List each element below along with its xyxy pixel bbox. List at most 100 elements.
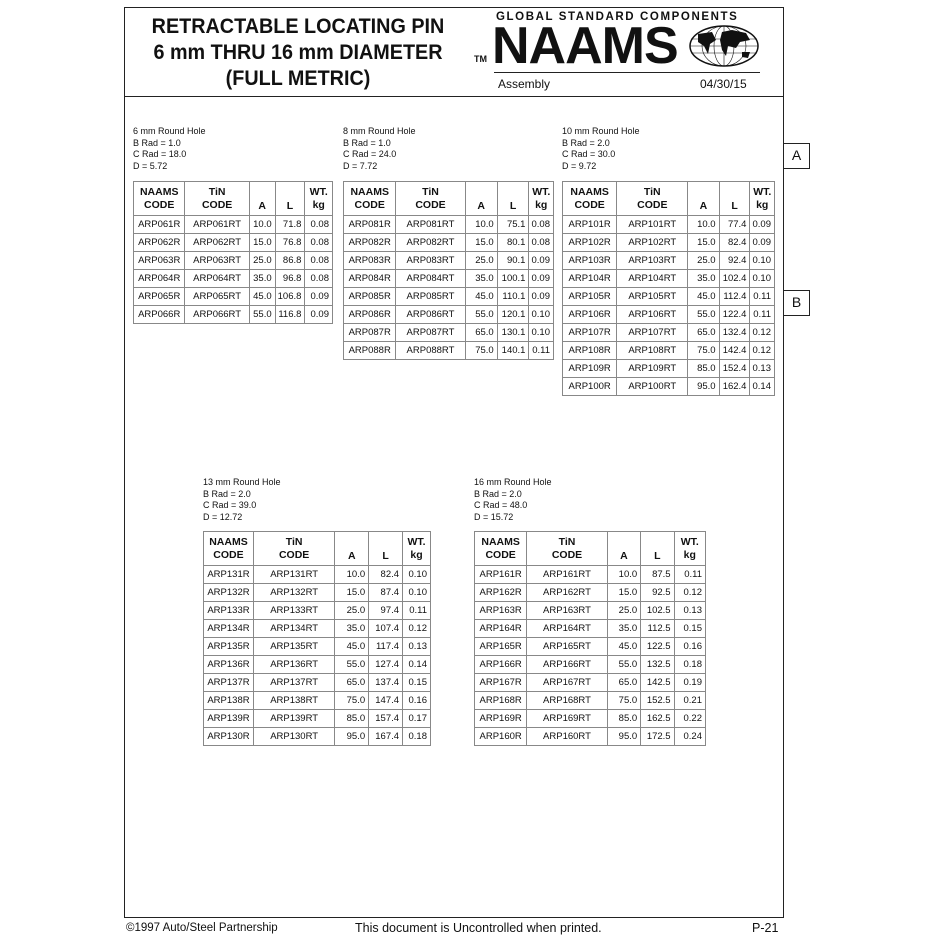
header-text: kg xyxy=(535,198,548,211)
brand-logo: NAAMS xyxy=(492,17,679,75)
table-row: ARP100R ARP100RT 95.0 162.4 0.14 xyxy=(561,377,775,396)
naams-code: ARP105R xyxy=(561,287,618,306)
l-value: 90.1 xyxy=(496,251,530,270)
spec-line: C Rad = 30.0 xyxy=(562,149,616,159)
table-header: NAAMS CODE TiN CODE A L WT. kg xyxy=(342,181,554,216)
column-header-naams: NAAMS CODE xyxy=(203,531,254,566)
spec-line: C Rad = 39.0 xyxy=(203,500,257,510)
header-text: A xyxy=(347,550,356,562)
column-header-tin: TiN CODE xyxy=(395,181,466,216)
tin-code: ARP105RT xyxy=(616,287,689,306)
naams-code: ARP162R xyxy=(473,583,528,602)
spec-line: D = 7.72 xyxy=(343,160,378,171)
trademark: TM xyxy=(474,54,487,64)
table-row: ARP169R ARP169RT 85.0 162.5 0.22 xyxy=(473,709,707,728)
tin-code: ARP082RT xyxy=(395,233,466,252)
weight: 0.09 xyxy=(304,305,333,324)
weight: 0.12 xyxy=(673,583,707,602)
table-row: ARP085R ARP085RT 45.0 110.1 0.09 xyxy=(342,287,554,306)
l-value: 92.5 xyxy=(640,583,675,602)
tin-code: ARP134RT xyxy=(252,619,336,638)
weight: 0.09 xyxy=(304,287,333,306)
l-value: 137.4 xyxy=(368,673,404,692)
weight: 0.18 xyxy=(402,727,431,746)
l-value: 172.5 xyxy=(640,727,675,746)
header-text: kg xyxy=(756,198,769,211)
header-text: L xyxy=(382,550,389,562)
weight: 0.09 xyxy=(749,215,775,234)
table-row: ARP066R ARP066RT 55.0 116.8 0.09 xyxy=(132,305,333,324)
weight: 0.12 xyxy=(749,341,775,360)
header-text: WT. xyxy=(680,535,699,548)
a-value: 55.0 xyxy=(334,655,370,674)
naams-code: ARP061R xyxy=(132,215,186,234)
tin-code: ARP135RT xyxy=(252,637,336,656)
a-value: 75.0 xyxy=(687,341,720,360)
tin-code: ARP167RT xyxy=(526,673,608,692)
a-value: 55.0 xyxy=(248,305,276,324)
a-value: 95.0 xyxy=(334,727,370,746)
column-header-a: A xyxy=(464,181,498,216)
pin-table: NAAMS CODE TiN CODE A L WT. kg ARP061R ARP061RT 10… xyxy=(132,181,333,324)
naams-code: ARP082R xyxy=(342,233,397,252)
a-value: 75.0 xyxy=(464,341,498,360)
naams-code: ARP106R xyxy=(561,305,618,324)
column-header-tin: TiN CODE xyxy=(616,181,689,216)
column-header-naams: NAAMS CODE xyxy=(342,181,397,216)
header-text: NAAMS xyxy=(481,535,520,548)
tin-code: ARP163RT xyxy=(526,601,608,620)
tin-code: ARP087RT xyxy=(395,323,466,342)
table-row: ARP165R ARP165RT 45.0 122.5 0.16 xyxy=(473,637,707,656)
tin-code: ARP107RT xyxy=(616,323,689,342)
table-row: ARP082R ARP082RT 15.0 80.1 0.08 xyxy=(342,233,554,252)
hole-spec: 16 mm Round Hole B Rad = 2.0 C Rad = 48.0 D… xyxy=(474,477,552,523)
a-value: 25.0 xyxy=(334,601,370,620)
weight: 0.11 xyxy=(402,601,431,620)
weight: 0.10 xyxy=(528,323,554,342)
tin-code: ARP108RT xyxy=(616,341,689,360)
table-row: ARP104R ARP104RT 35.0 102.4 0.10 xyxy=(561,269,775,288)
naams-code: ARP160R xyxy=(473,727,528,746)
a-value: 55.0 xyxy=(687,305,720,324)
page-title: RETRACTABLE LOCATING PIN 6 mm THRU 16 mm… xyxy=(140,13,456,91)
table-row: ARP109R ARP109RT 85.0 152.4 0.13 xyxy=(561,359,775,378)
a-value: 45.0 xyxy=(687,287,720,306)
table-row: ARP105R ARP105RT 45.0 112.4 0.11 xyxy=(561,287,775,306)
naams-code: ARP063R xyxy=(132,251,186,270)
spec-line: 13 mm Round Hole xyxy=(203,477,281,487)
header-text: TiN xyxy=(208,185,226,198)
l-value: 127.4 xyxy=(368,655,404,674)
table-row: ARP081R ARP081RT 10.0 75.1 0.08 xyxy=(342,215,554,234)
table-row: ARP088R ARP088RT 75.0 140.1 0.11 xyxy=(342,341,554,360)
l-value: 110.1 xyxy=(496,287,530,306)
weight: 0.24 xyxy=(673,727,707,746)
table-row: ARP133R ARP133RT 25.0 97.4 0.11 xyxy=(203,601,431,620)
header-text: NAAMS xyxy=(139,185,179,198)
l-value: 75.1 xyxy=(496,215,530,234)
column-header-a: A xyxy=(248,181,276,216)
tin-code: ARP104RT xyxy=(616,269,689,288)
a-value: 45.0 xyxy=(334,637,370,656)
a-value: 15.0 xyxy=(687,233,720,252)
tin-code: ARP164RT xyxy=(526,619,608,638)
table-row: ARP131R ARP131RT 10.0 82.4 0.10 xyxy=(203,565,431,584)
header-text: CODE xyxy=(213,548,244,561)
tin-code: ARP061RT xyxy=(184,215,250,234)
l-value: 152.5 xyxy=(640,691,675,710)
naams-code: ARP064R xyxy=(132,269,186,288)
table-row: ARP161R ARP161RT 10.0 87.5 0.11 xyxy=(473,565,707,584)
weight: 0.19 xyxy=(673,673,707,692)
a-value: 65.0 xyxy=(334,673,370,692)
header-text: CODE xyxy=(485,548,516,561)
naams-code: ARP104R xyxy=(561,269,618,288)
spec-line: C Rad = 24.0 xyxy=(343,149,397,159)
naams-code: ARP100R xyxy=(561,377,618,396)
tin-code: ARP062RT xyxy=(184,233,250,252)
naams-code: ARP065R xyxy=(132,287,186,306)
naams-code: ARP165R xyxy=(473,637,528,656)
header-text: CODE xyxy=(551,548,583,561)
l-value: 106.8 xyxy=(274,287,306,306)
a-value: 65.0 xyxy=(606,673,642,692)
l-value: 87.5 xyxy=(640,565,675,584)
naams-code: ARP138R xyxy=(203,691,254,710)
